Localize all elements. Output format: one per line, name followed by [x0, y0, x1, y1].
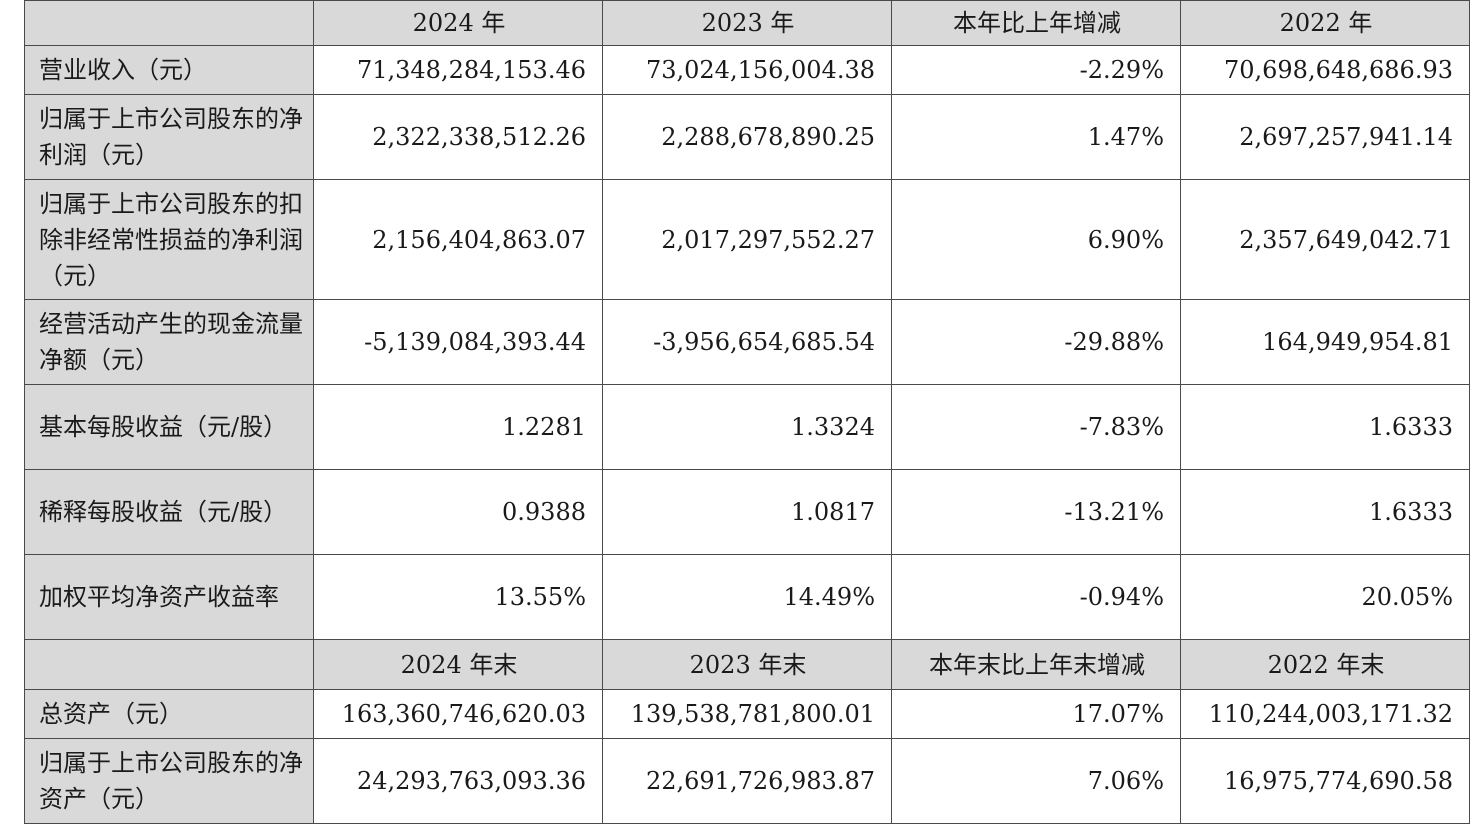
cell-2023: -3,956,654,685.54	[602, 299, 892, 385]
header-cell-blank	[24, 0, 314, 46]
row-label: 归属于上市公司股东的净资产（元）	[24, 738, 314, 824]
cell-2024: 13.55%	[313, 554, 603, 640]
table-row-net-assets: 归属于上市公司股东的净资产（元） 24,293,763,093.36 22,69…	[24, 738, 1470, 824]
cell-2022: 1.6333	[1180, 469, 1470, 555]
header-cell-change: 本年比上年增减	[891, 0, 1181, 46]
cell-2024: 2,156,404,863.07	[313, 179, 603, 300]
cell-2024: 1.2281	[313, 384, 603, 470]
cell-2022: 70,698,648,686.93	[1180, 45, 1470, 95]
header-cell-change-end: 本年末比上年末增减	[891, 639, 1181, 690]
cell-2022: 2,697,257,941.14	[1180, 94, 1470, 180]
cell-change: -29.88%	[891, 299, 1181, 385]
cell-change: -13.21%	[891, 469, 1181, 555]
row-label: 基本每股收益（元/股）	[24, 384, 314, 470]
row-label: 总资产（元）	[24, 689, 314, 739]
table-row-revenue: 营业收入（元） 71,348,284,153.46 73,024,156,004…	[24, 45, 1470, 95]
cell-2023: 1.0817	[602, 469, 892, 555]
cell-change: 1.47%	[891, 94, 1181, 180]
cell-2022: 1.6333	[1180, 384, 1470, 470]
row-label: 营业收入（元）	[24, 45, 314, 95]
cell-2023: 73,024,156,004.38	[602, 45, 892, 95]
header-row-year-end: 2024 年末 2023 年末 本年末比上年末增减 2022 年末	[24, 639, 1470, 690]
table-row-operating-cash-flow: 经营活动产生的现金流量净额（元） -5,139,084,393.44 -3,95…	[24, 299, 1470, 385]
header-cell-2023-end: 2023 年末	[602, 639, 892, 690]
cell-2022: 164,949,954.81	[1180, 299, 1470, 385]
cell-2024: 71,348,284,153.46	[313, 45, 603, 95]
header-cell-2024: 2024 年	[313, 0, 603, 46]
cell-change: -7.83%	[891, 384, 1181, 470]
header-cell-2023: 2023 年	[602, 0, 892, 46]
cell-change: -2.29%	[891, 45, 1181, 95]
cell-2023: 2,288,678,890.25	[602, 94, 892, 180]
row-label: 归属于上市公司股东的扣除非经常性损益的净利润（元）	[24, 179, 314, 300]
cell-change-end: 7.06%	[891, 738, 1181, 824]
cell-change-end: 17.07%	[891, 689, 1181, 739]
cell-2024: -5,139,084,393.44	[313, 299, 603, 385]
cell-2023: 2,017,297,552.27	[602, 179, 892, 300]
financial-summary-table: 2024 年 2023 年 本年比上年增减 2022 年 营业收入（元） 71,…	[24, 0, 1470, 824]
cell-2024-end: 24,293,763,093.36	[313, 738, 603, 824]
table-row-net-profit: 归属于上市公司股东的净利润（元） 2,322,338,512.26 2,288,…	[24, 94, 1470, 180]
cell-change: 6.90%	[891, 179, 1181, 300]
cell-2023-end: 22,691,726,983.87	[602, 738, 892, 824]
cell-2022-end: 16,975,774,690.58	[1180, 738, 1470, 824]
cell-2022: 2,357,649,042.71	[1180, 179, 1470, 300]
cell-2023: 14.49%	[602, 554, 892, 640]
cell-2024-end: 163,360,746,620.03	[313, 689, 603, 739]
header-cell-2022-end: 2022 年末	[1180, 639, 1470, 690]
cell-2024: 0.9388	[313, 469, 603, 555]
cell-2022-end: 110,244,003,171.32	[1180, 689, 1470, 739]
header-row-annual: 2024 年 2023 年 本年比上年增减 2022 年	[24, 0, 1470, 46]
row-label: 归属于上市公司股东的净利润（元）	[24, 94, 314, 180]
cell-2022: 20.05%	[1180, 554, 1470, 640]
header-cell-blank	[24, 639, 314, 690]
row-label: 经营活动产生的现金流量净额（元）	[24, 299, 314, 385]
cell-2023-end: 139,538,781,800.01	[602, 689, 892, 739]
cell-2024: 2,322,338,512.26	[313, 94, 603, 180]
table-row-total-assets: 总资产（元） 163,360,746,620.03 139,538,781,80…	[24, 689, 1470, 739]
table-row-basic-eps: 基本每股收益（元/股） 1.2281 1.3324 -7.83% 1.6333	[24, 384, 1470, 470]
row-label: 加权平均净资产收益率	[24, 554, 314, 640]
row-label: 稀释每股收益（元/股）	[24, 469, 314, 555]
table-row-diluted-eps: 稀释每股收益（元/股） 0.9388 1.0817 -13.21% 1.6333	[24, 469, 1470, 555]
cell-change: -0.94%	[891, 554, 1181, 640]
table-row-net-profit-deducted: 归属于上市公司股东的扣除非经常性损益的净利润（元） 2,156,404,863.…	[24, 179, 1470, 300]
header-cell-2022: 2022 年	[1180, 0, 1470, 46]
header-cell-2024-end: 2024 年末	[313, 639, 603, 690]
cell-2023: 1.3324	[602, 384, 892, 470]
table-row-roe: 加权平均净资产收益率 13.55% 14.49% -0.94% 20.05%	[24, 554, 1470, 640]
